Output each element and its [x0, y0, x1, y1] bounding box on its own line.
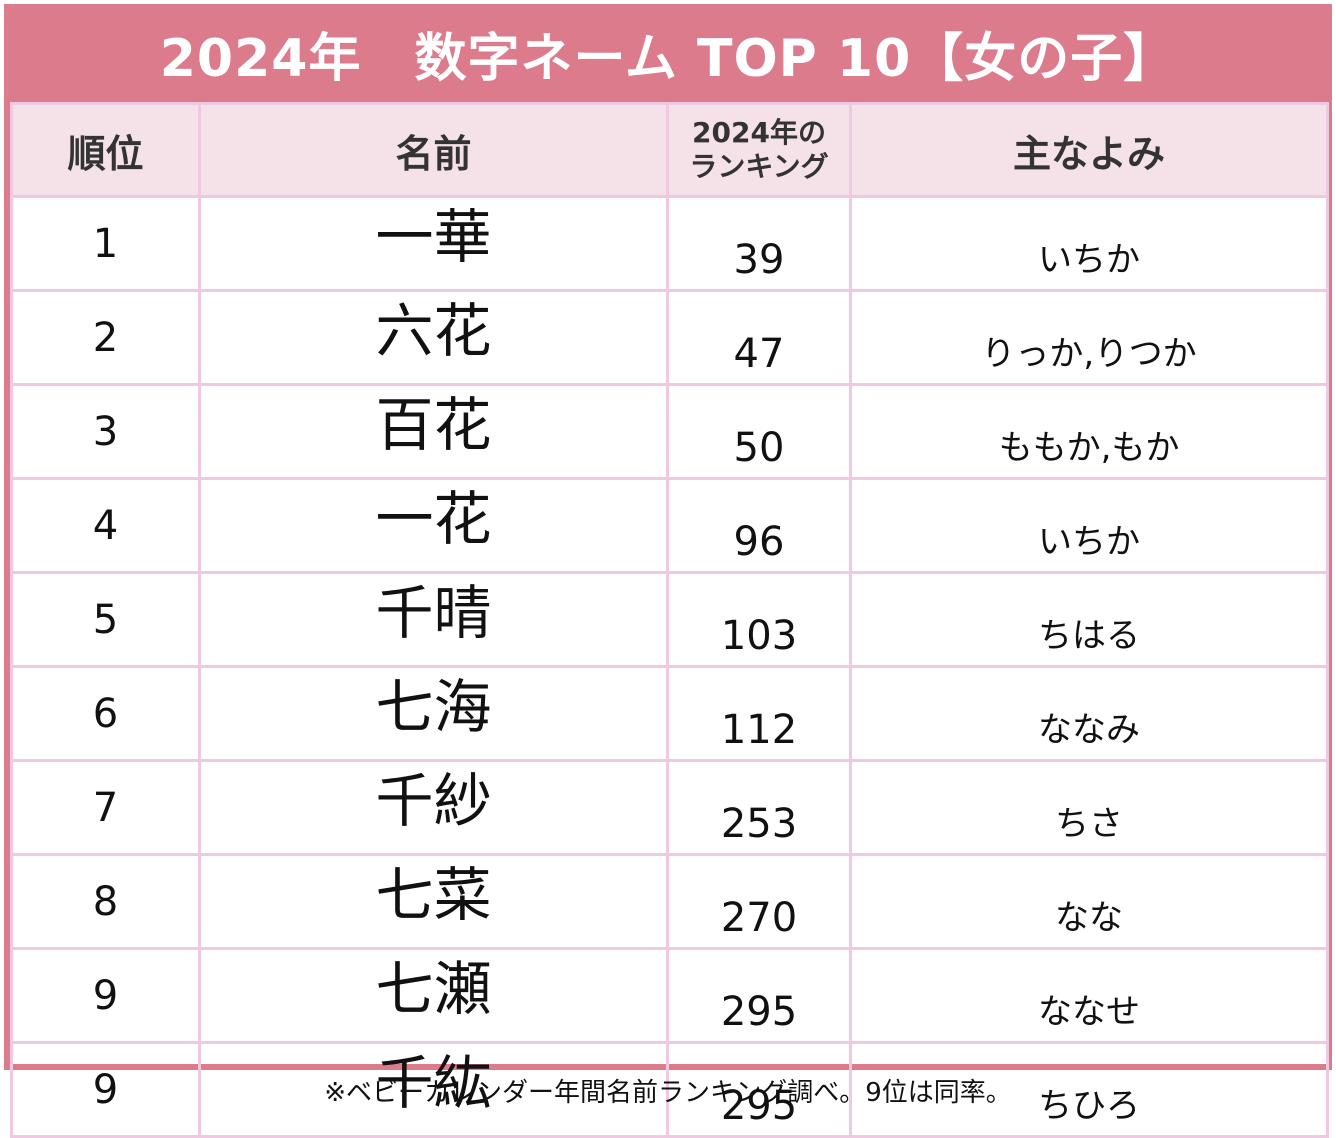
table-row: 9 七瀬 295 ななせ	[10, 947, 1329, 1044]
table-title: 2024年 数字ネーム TOP 10【女の子】	[159, 28, 1177, 89]
reading-cell: いちか	[849, 477, 1329, 574]
num-cell: 295	[666, 947, 852, 1044]
reading-cell: いちか	[849, 195, 1329, 292]
table-row: 4 一花 96 いちか	[10, 477, 1329, 574]
rank-cell: 2	[10, 289, 201, 386]
rank-cell: 6	[10, 665, 201, 762]
table-row: 8 七菜 270 なな	[10, 853, 1329, 950]
num-cell: 103	[666, 571, 852, 668]
table-row: 2 六花 47 りっか,りつか	[10, 289, 1329, 386]
header-ranking: 2024年の ランキング	[666, 102, 852, 198]
table-frame: 2024年 数字ネーム TOP 10【女の子】 順位 名前 2024年の ランキ…	[4, 4, 1332, 1138]
name-cell: 千紗	[198, 759, 669, 856]
reading-cell: ななみ	[849, 665, 1329, 762]
table-row: 1 一華 39 いちか	[10, 195, 1329, 292]
table-row: 6 七海 112 ななみ	[10, 665, 1329, 762]
ranking-table: 順位 名前 2024年の ランキング 主なよみ 1 一華 39 いちか 2 六花 47 りっか…	[10, 102, 1329, 1138]
reading-cell: りっか,りつか	[849, 289, 1329, 386]
table-row: 7 千紗 253 ちさ	[10, 759, 1329, 856]
ranking-table-container: 順位 名前 2024年の ランキング 主なよみ 1 一華 39 いちか 2 六花 47 りっか…	[10, 102, 1329, 1138]
rank-cell: 8	[10, 853, 201, 950]
reading-cell: ももか,もか	[849, 383, 1329, 480]
reading-cell: ななせ	[849, 947, 1329, 1044]
rank-cell: 9	[10, 1041, 201, 1138]
header-rank: 順位	[10, 102, 201, 198]
num-cell: 295	[666, 1041, 852, 1138]
header-reading: 主なよみ	[849, 102, 1329, 198]
rank-cell: 3	[10, 383, 201, 480]
table-header-row: 順位 名前 2024年の ランキング 主なよみ	[10, 102, 1329, 198]
num-cell: 39	[666, 195, 852, 292]
num-cell: 50	[666, 383, 852, 480]
rank-cell: 7	[10, 759, 201, 856]
header-name: 名前	[198, 102, 669, 198]
num-cell: 112	[666, 665, 852, 762]
name-cell: 千晴	[198, 571, 669, 668]
rank-cell: 1	[10, 195, 201, 292]
name-cell: 一花	[198, 477, 669, 574]
name-cell: 千紘	[198, 1041, 669, 1138]
rank-cell: 5	[10, 571, 201, 668]
name-cell: 一華	[198, 195, 669, 292]
header-ranking-line2: ランキング	[689, 150, 829, 183]
reading-cell: ちはる	[849, 571, 1329, 668]
num-cell: 253	[666, 759, 852, 856]
num-cell: 47	[666, 289, 852, 386]
reading-cell: なな	[849, 853, 1329, 950]
rank-cell: 9	[10, 947, 201, 1044]
header-ranking-line1: 2024年の	[692, 116, 826, 149]
rank-cell: 4	[10, 477, 201, 574]
footnote: ※ベビーカレンダー年間名前ランキング調べ。9位は同率。	[324, 1078, 1012, 1108]
name-cell: 百花	[198, 383, 669, 480]
table-row: 3 百花 50 ももか,もか	[10, 383, 1329, 480]
reading-cell: ちさ	[849, 759, 1329, 856]
name-cell: 七海	[198, 665, 669, 762]
num-cell: 270	[666, 853, 852, 950]
num-cell: 96	[666, 477, 852, 574]
name-cell: 七瀬	[198, 947, 669, 1044]
table-row: 5 千晴 103 ちはる	[10, 571, 1329, 668]
name-cell: 六花	[198, 289, 669, 386]
name-cell: 七菜	[198, 853, 669, 950]
